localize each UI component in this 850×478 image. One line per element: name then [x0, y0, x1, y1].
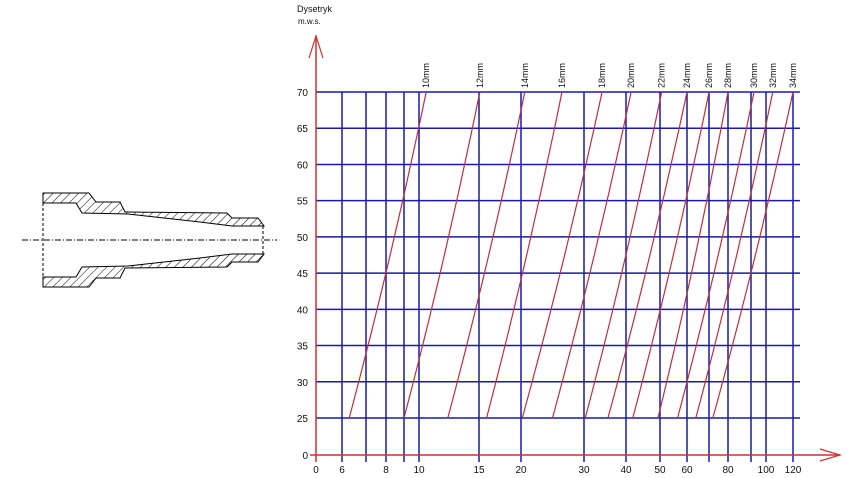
y-tick-label: 35 — [297, 342, 309, 353]
y-tick-label: 40 — [297, 305, 309, 316]
y-tick-label: 50 — [297, 233, 309, 244]
curve-label-30mm: 30mm — [749, 63, 759, 88]
curve-label-26mm: 26mm — [704, 63, 714, 88]
x-tick-label: 20 — [515, 465, 527, 476]
curve-label-24mm: 24mm — [682, 63, 692, 88]
y-tick-label: 0 — [302, 451, 308, 462]
bottom-wall — [42, 253, 265, 288]
curve-label-16mm: 16mm — [557, 63, 567, 88]
top-wall — [42, 192, 265, 227]
x-tick-label: 50 — [654, 465, 666, 476]
x-tick-label: 10 — [413, 465, 425, 476]
curve-label-18mm: 18mm — [597, 63, 607, 88]
x-tick-label: 80 — [722, 465, 734, 476]
curve-14mm — [447, 91, 526, 419]
curve-18mm — [521, 91, 603, 419]
curve-10mm — [348, 91, 427, 419]
nozzle-cross-section — [22, 192, 277, 288]
curve-label-34mm: 34mm — [788, 63, 798, 88]
x-tick-label: 30 — [578, 465, 590, 476]
y-tick-label: 70 — [297, 88, 309, 99]
curve-32mm — [695, 91, 774, 419]
curve-20mm — [551, 91, 632, 419]
x-axis-arrow-icon — [819, 448, 843, 462]
chart: 70 65 60 55 50 45 40 35 30 25 00 6 8 10 15 20 30 40 50 60 80… — [297, 34, 843, 476]
curve-label-32mm: 32mm — [768, 63, 778, 88]
curve-28mm — [657, 91, 729, 419]
x-tick-label: 15 — [473, 465, 485, 476]
y-tick-label: 65 — [297, 124, 309, 135]
curve-label-10mm: 10mm — [421, 63, 431, 88]
x-tick-label: 0 — [313, 465, 319, 476]
x-tick-label: 100 — [758, 465, 775, 476]
curve-30mm — [676, 91, 755, 419]
curve-label-20mm: 20mm — [626, 63, 636, 88]
y-axis-label-line2: m.w.s. — [298, 17, 321, 26]
curve-label-28mm: 28mm — [723, 63, 733, 88]
curve-16mm — [485, 91, 563, 419]
curve-12mm — [403, 91, 481, 419]
curve-24mm — [607, 91, 688, 419]
x-tick-label: 120 — [785, 465, 802, 476]
x-tick-label: 8 — [383, 465, 389, 476]
y-tick-label: 55 — [297, 197, 309, 208]
y-tick-label: 45 — [297, 269, 309, 280]
curve-label-14mm: 14mm — [520, 63, 530, 88]
y-tick-label: 60 — [297, 160, 309, 171]
y-tick-label: 25 — [297, 414, 309, 425]
x-tick-label: 6 — [339, 465, 345, 476]
curve-label-22mm: 22mm — [657, 63, 667, 88]
x-tick-label: 60 — [681, 465, 693, 476]
curve-22mm — [584, 91, 663, 419]
y-axis-arrow-icon — [308, 34, 324, 59]
x-tick-label: 40 — [620, 465, 632, 476]
curve-label-12mm: 12mm — [475, 63, 485, 88]
y-axis-label-line1: Dysetryk — [297, 4, 333, 14]
y-tick-label: 30 — [297, 378, 309, 389]
curve-34mm — [712, 91, 794, 419]
curve-26mm — [632, 91, 710, 419]
